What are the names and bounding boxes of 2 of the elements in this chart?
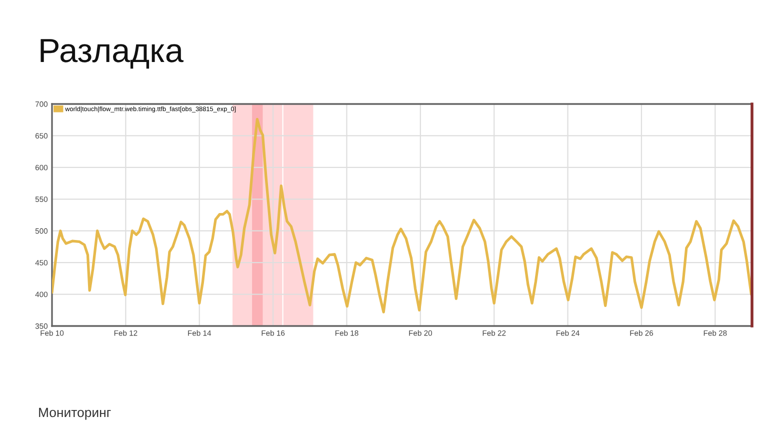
text: Мониторинг [39,408,111,420]
chart-title: Разладка [40,39,184,69]
